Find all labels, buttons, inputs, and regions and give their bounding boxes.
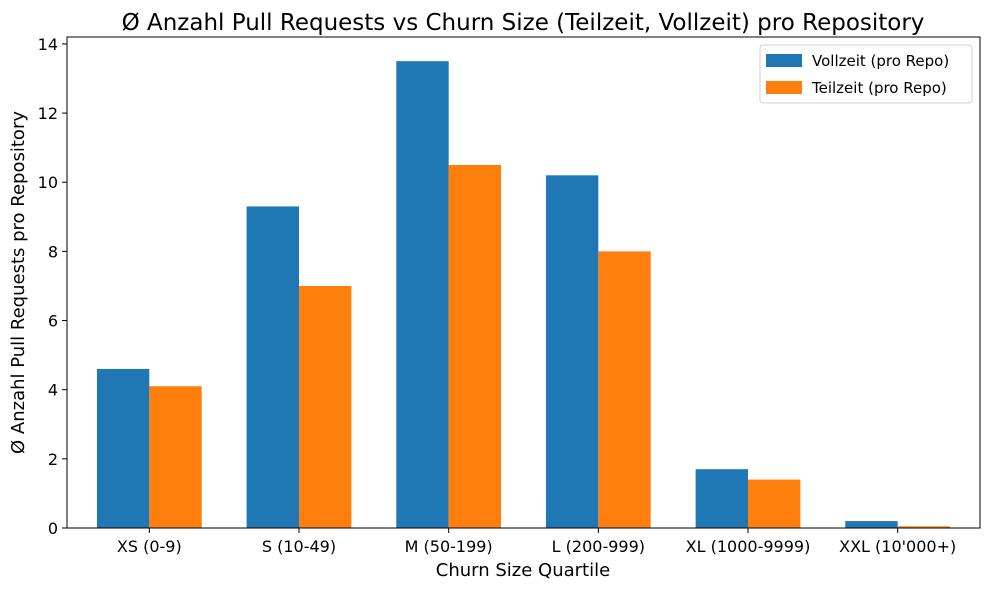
y-tick-label: 14 [38,35,58,54]
y-tick-label: 12 [38,104,58,123]
y-tick-label: 0 [48,519,58,538]
bar-vollzeit [695,469,749,528]
bar-teilzeit [897,526,951,528]
y-tick-label: 8 [48,242,58,261]
legend: Vollzeit (pro Repo) Teilzeit (pro Repo) [759,44,973,104]
x-tick-label: XL (1000-9999) [686,537,811,556]
y-tick-label: 10 [38,173,58,192]
y-tick-label: 4 [48,381,58,400]
x-tick-label: XXL (10'000+) [839,537,956,556]
axes-group: 0 2 4 6 8 10 12 14 XS (0-9) S (10-49) M (50-199) L … [38,35,981,556]
legend-swatch [766,81,802,94]
bar-teilzeit [149,386,202,528]
legend-swatch [766,54,802,67]
bars-group [96,61,951,529]
bar-vollzeit [545,175,599,528]
y-tick-label: 6 [48,312,58,331]
bar-teilzeit [748,479,801,528]
bar-vollzeit [246,206,299,529]
x-tick-label: S (10-49) [262,537,336,556]
legend-label: Teilzeit (pro Repo) [811,79,947,97]
y-axis-title: Ø Anzahl Pull Requests pro Repository [8,111,29,454]
bar-teilzeit [598,251,651,528]
bar-teilzeit [448,164,502,528]
x-tick-label: XS (0-9) [117,537,182,556]
x-tick-label: M (50-199) [405,537,493,556]
x-axis-title: Churn Size Quartile [436,560,610,581]
bar-vollzeit [96,368,150,528]
chart-title: Ø Anzahl Pull Requests vs Churn Size (Te… [122,10,925,36]
y-tick-label: 2 [48,450,58,469]
bar-vollzeit [396,61,449,528]
bar-vollzeit [845,521,898,528]
bar-teilzeit [298,285,352,528]
x-tick-label: L (200-999) [552,537,645,556]
plot-frame [66,36,981,529]
legend-label: Vollzeit (pro Repo) [812,52,949,70]
legend-box [759,44,973,104]
